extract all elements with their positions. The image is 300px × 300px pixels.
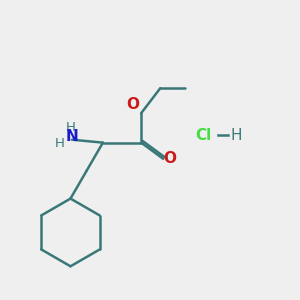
Text: H: H xyxy=(230,128,242,143)
Text: H: H xyxy=(66,121,75,134)
Text: O: O xyxy=(126,98,140,112)
Text: O: O xyxy=(163,151,176,166)
Text: H: H xyxy=(55,137,64,150)
Text: N: N xyxy=(66,129,78,144)
Text: Cl: Cl xyxy=(195,128,211,143)
